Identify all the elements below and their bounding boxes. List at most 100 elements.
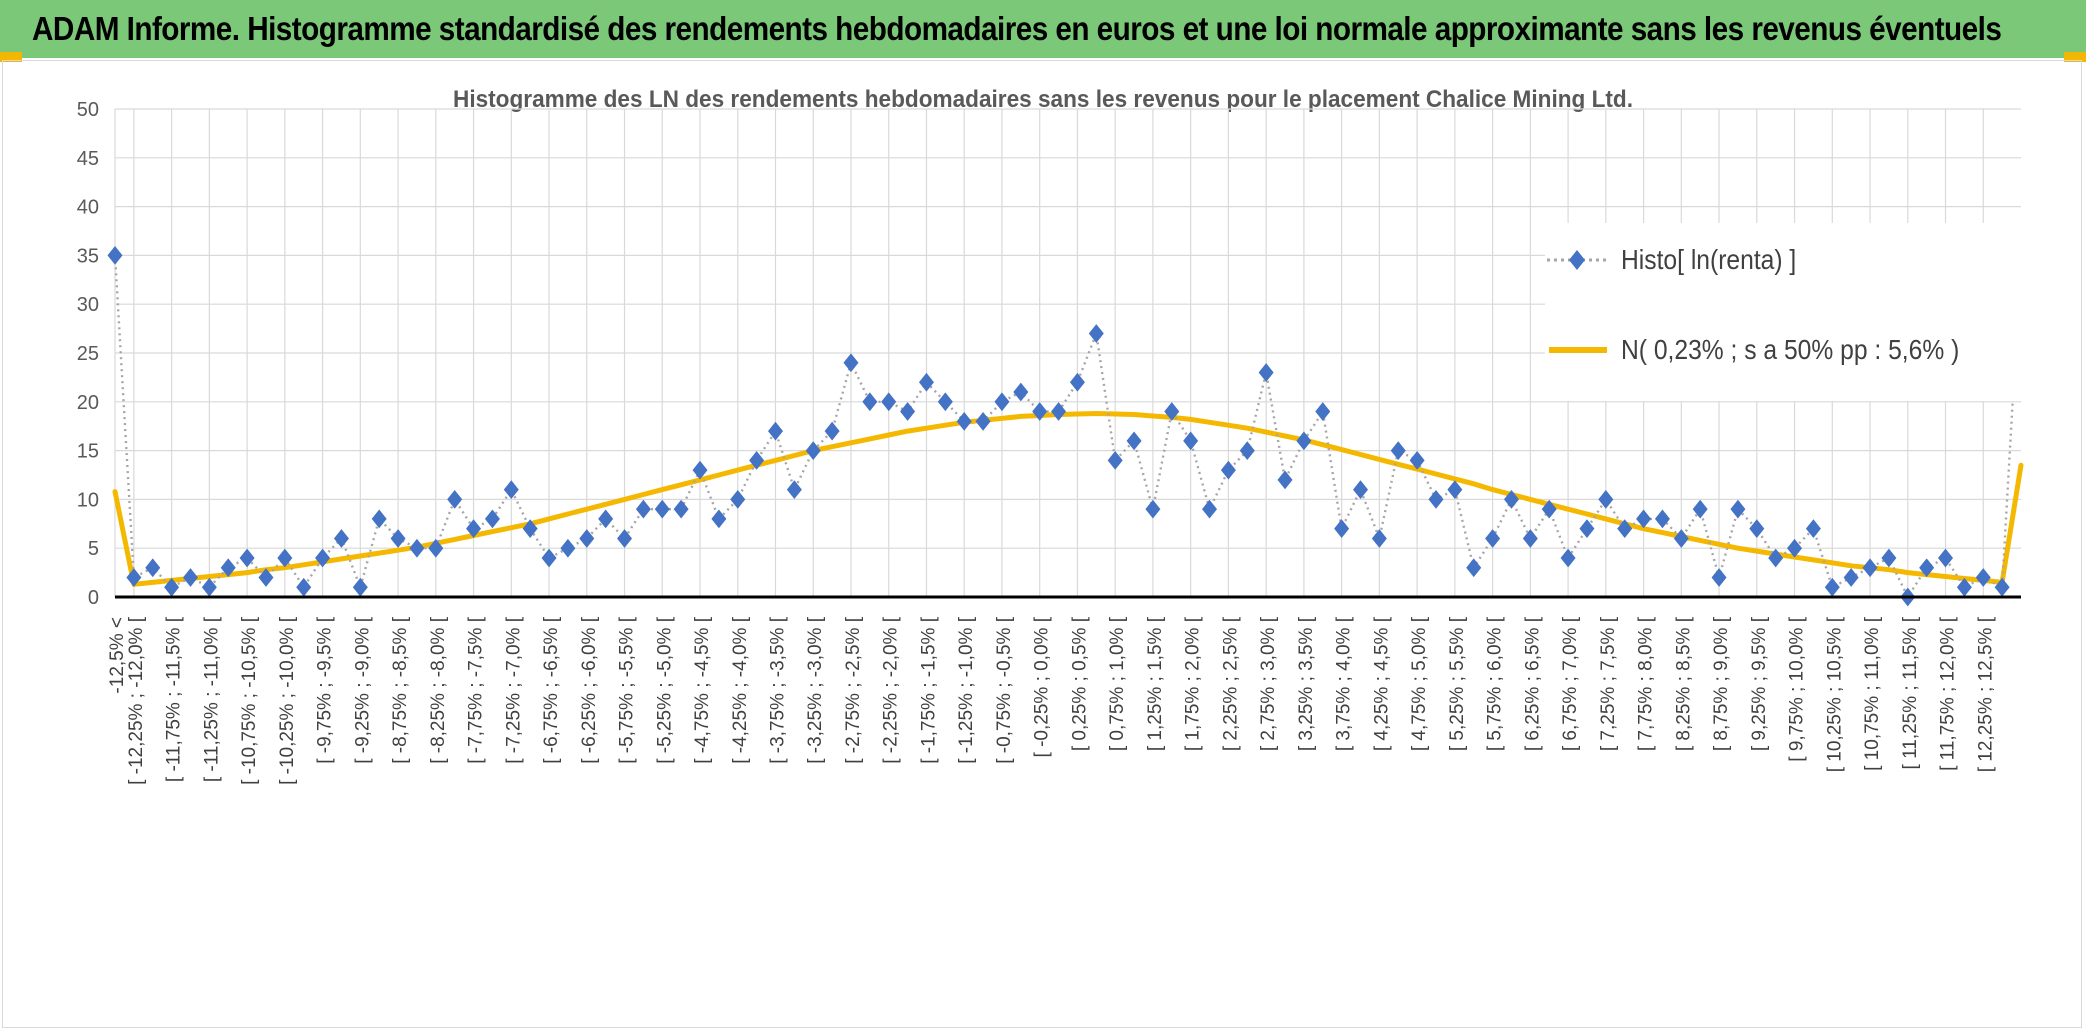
histogram-point: [1824, 577, 1840, 597]
histogram-point: [296, 577, 312, 597]
x-tick-label: [ -1,25% ; -1,0% [: [956, 616, 977, 764]
x-tick-label: [ -5,75% ; -5,5% [: [617, 616, 638, 764]
x-tick-label: [ 8,25% ; 8,5% [: [1673, 616, 1694, 751]
histogram-point: [541, 548, 557, 568]
x-tick-label: [ 6,75% ; 7,0% [: [1560, 616, 1581, 751]
x-tick-label: [ -6,25% ; -6,0% [: [579, 616, 600, 764]
histogram-point: [881, 392, 897, 412]
x-tick-label: [ 0,75% ; 1,0% [: [1107, 616, 1128, 751]
histogram-point: [1164, 402, 1180, 421]
histogram-point: [1069, 372, 1085, 392]
x-tick-label: [ 9,75% ; 10,0% [: [1787, 616, 1808, 761]
legend-symbol-histo: [1547, 250, 1607, 270]
histogram-point: [1541, 499, 1557, 519]
y-axis-tick-labels: 0 5 10 15 20 25 30 35 40 45 50: [77, 99, 99, 609]
histogram-point: [1730, 499, 1746, 519]
y-tick-label: 15: [77, 441, 99, 463]
histogram-point: [1371, 529, 1387, 548]
x-tick-label: [ 0,25% ; 0,5% [: [1069, 616, 1090, 751]
histogram-point: [315, 548, 331, 568]
chart-plot: Histogramme des LN des rendements hebdom…: [77, 86, 2029, 785]
histogram-point: [1428, 490, 1444, 509]
y-tick-label: 35: [77, 245, 99, 267]
histogram-point: [1390, 441, 1406, 460]
histogram-point: [409, 538, 425, 558]
x-tick-label: [ -2,75% ; -2,5% [: [843, 616, 864, 764]
x-tick-label: [ 7,75% ; 8,0% [: [1636, 616, 1657, 751]
histogram-point: [1994, 577, 2010, 597]
histogram-point: [390, 529, 406, 548]
x-tick-label: [ 5,25% ; 5,5% [: [1447, 616, 1468, 751]
histogram-point: [352, 577, 368, 597]
histogram-point: [956, 411, 972, 431]
x-tick-label: [ -12,25% ; -12,0% [: [126, 616, 147, 785]
histogram-point: [1862, 558, 1878, 578]
x-tick-label: [ -4,25% ; -4,0% [: [730, 616, 751, 764]
x-tick-label: [ 1,25% ; 1,5% [: [1145, 616, 1166, 751]
histogram-point: [749, 450, 765, 470]
histogram-point: [1956, 577, 1972, 597]
histogram-point: [1749, 519, 1765, 539]
histogram-point: [1107, 450, 1123, 470]
x-tick-label: [ -9,75% ; -9,5% [: [315, 616, 336, 764]
x-tick-label: [ -8,25% ; -8,0% [: [428, 616, 449, 764]
x-tick-label: [ -10,25% ; -10,0% [: [277, 616, 298, 785]
x-tick-label: [ -11,75% ; -11,5% [: [164, 616, 185, 782]
x-tick-label: [ -4,75% ; -4,5% [: [692, 616, 713, 764]
histogram-point: [1013, 382, 1029, 402]
histogram-point: [1447, 480, 1463, 500]
y-tick-label: 30: [77, 294, 99, 316]
histogram-point: [1560, 548, 1576, 568]
y-tick-label: 25: [77, 343, 99, 365]
histogram-point: [428, 538, 444, 558]
histogram-point: [1805, 519, 1821, 539]
histogram-point: [164, 577, 180, 597]
x-tick-label: [ 6,25% ; 6,5% [: [1522, 616, 1543, 751]
histogram-point: [1051, 402, 1067, 421]
histogram-point: [484, 509, 500, 529]
legend-item-histo: Histo[ ln(renta) ]: [1545, 235, 1820, 285]
x-tick-label: [ 4,25% ; 4,5% [: [1371, 616, 1392, 751]
y-tick-label: 0: [88, 587, 99, 609]
y-tick-label: 50: [77, 99, 99, 121]
x-tick-label: [ -7,25% ; -7,0% [: [503, 616, 524, 764]
x-tick-label: [ 2,25% ; 2,5% [: [1220, 616, 1241, 751]
legend-symbol-normal: [1549, 347, 1607, 353]
report-title: ADAM Informe. Histogramme standardisé de…: [32, 10, 2002, 47]
histogram-point: [1466, 558, 1482, 578]
histogram-point: [1220, 460, 1236, 480]
histogram-point: [900, 402, 916, 421]
x-tick-label: [ 8,75% ; 9,0% [: [1711, 616, 1732, 751]
histogram-point: [107, 246, 123, 265]
y-tick-label: 5: [88, 538, 99, 560]
histogram-point: [1088, 324, 1104, 343]
histogram-point: [1296, 431, 1312, 451]
x-tick-label: [ 1,75% ; 2,0% [: [1183, 616, 1204, 751]
histogram-point: [1258, 363, 1274, 382]
x-tick-label: [ -3,75% ; -3,5% [: [767, 616, 788, 764]
histogram-point: [994, 392, 1010, 412]
histogram-point: [918, 372, 934, 392]
chart-legend: Histo[ ln(renta) ] N( 0,23% ; s a 50% pp…: [1545, 223, 2029, 401]
histogram-point: [371, 509, 387, 529]
histogram-series: [107, 246, 2029, 607]
x-tick-label: [ -7,75% ; -7,5% [: [466, 616, 487, 764]
histogram-point: [1485, 529, 1501, 548]
histogram-point: [1202, 499, 1218, 519]
x-tick-label: [ 10,25% ; 10,5% [: [1824, 616, 1845, 772]
histogram-point: [1938, 548, 1954, 568]
histogram-point: [1711, 568, 1727, 587]
histogram-point: [1692, 499, 1708, 519]
histogram-point: [220, 558, 236, 578]
y-tick-label: 45: [77, 148, 99, 170]
histogram-point: [1598, 490, 1614, 509]
histogram-point: [937, 392, 953, 412]
y-tick-label: 20: [77, 392, 99, 414]
histogram-point: [1636, 509, 1652, 529]
y-tick-label: 10: [77, 489, 99, 511]
x-tick-label: -12,5% <: [107, 617, 128, 694]
corner-accent-right: [2064, 52, 2086, 62]
histogram-point: [1315, 402, 1331, 421]
x-tick-label: [ 12,25% ; 12,5% [: [1975, 616, 1996, 772]
histogram-point: [843, 353, 859, 373]
